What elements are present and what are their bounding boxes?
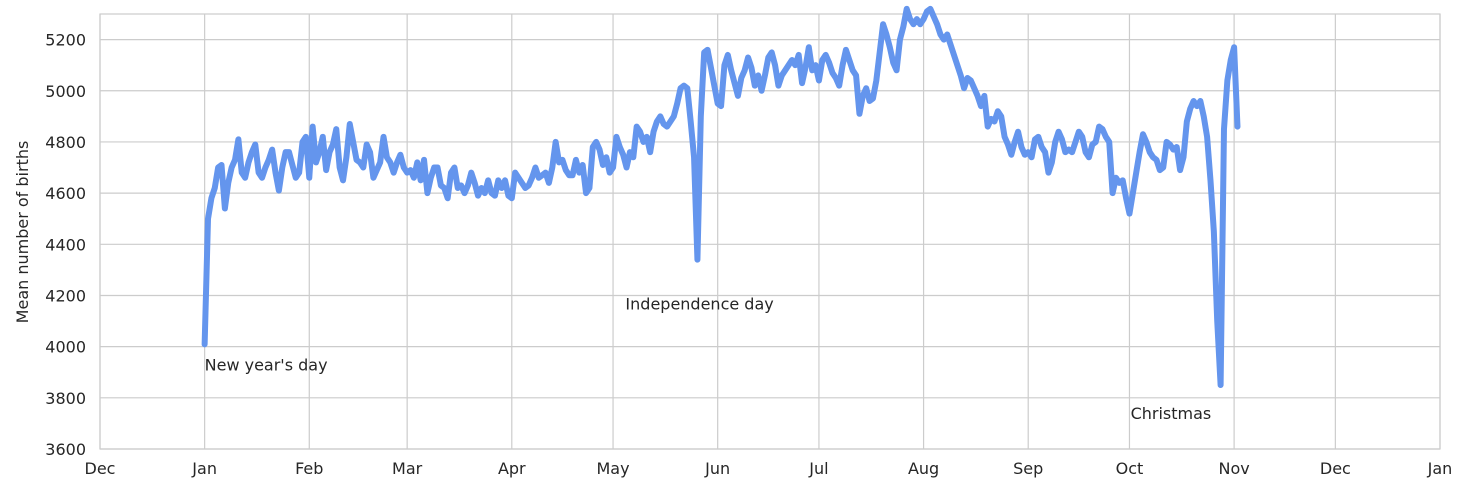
grid <box>99 13 1441 450</box>
annotation-label: Independence day <box>625 295 773 314</box>
x-tick-label: Nov <box>1218 459 1249 478</box>
y-tick-label: 4000 <box>45 338 86 357</box>
y-tick-label: 3600 <box>45 440 86 459</box>
annotations: New year's day Independence day Christmas <box>205 295 1212 423</box>
x-tick-label: Jul <box>808 459 828 478</box>
plot-frame <box>99 13 1441 450</box>
x-tick-label: Feb <box>295 459 323 478</box>
y-tick-label: 4200 <box>45 286 86 305</box>
y-axis-label: Mean number of births <box>13 141 32 324</box>
y-tick-label: 4800 <box>45 133 86 152</box>
x-tick-label: May <box>597 459 630 478</box>
annotation-label: New year's day <box>205 355 328 374</box>
annotation-label: Christmas <box>1131 404 1212 423</box>
x-tick-label: Oct <box>1116 459 1144 478</box>
x-tick-label: Dec <box>1320 459 1351 478</box>
y-tick-label: 3800 <box>45 389 86 408</box>
x-tick-label: Jan <box>191 459 217 478</box>
y-tick-label: 4400 <box>45 235 86 254</box>
x-tick-label: Aug <box>908 459 939 478</box>
x-tick-labels: Dec Jan Feb Mar Apr May Jun Jul Aug Sep Oct Nov Dec J… <box>85 459 1453 478</box>
x-tick-label: Apr <box>498 459 526 478</box>
x-tick-label: Sep <box>1013 459 1043 478</box>
y-tick-labels: 3600 3800 4000 4200 4400 4600 4800 5000 5200 <box>45 31 86 459</box>
x-tick-label: Jun <box>704 459 730 478</box>
y-tick-label: 4600 <box>45 184 86 203</box>
x-tick-label: Mar <box>392 459 423 478</box>
series-layer <box>201 5 1241 389</box>
x-tick-label: Dec <box>85 459 116 478</box>
x-tick-label: Jan <box>1427 459 1453 478</box>
y-tick-label: 5200 <box>45 31 86 50</box>
y-tick-label: 5000 <box>45 82 86 101</box>
births-series-line <box>201 5 1241 389</box>
